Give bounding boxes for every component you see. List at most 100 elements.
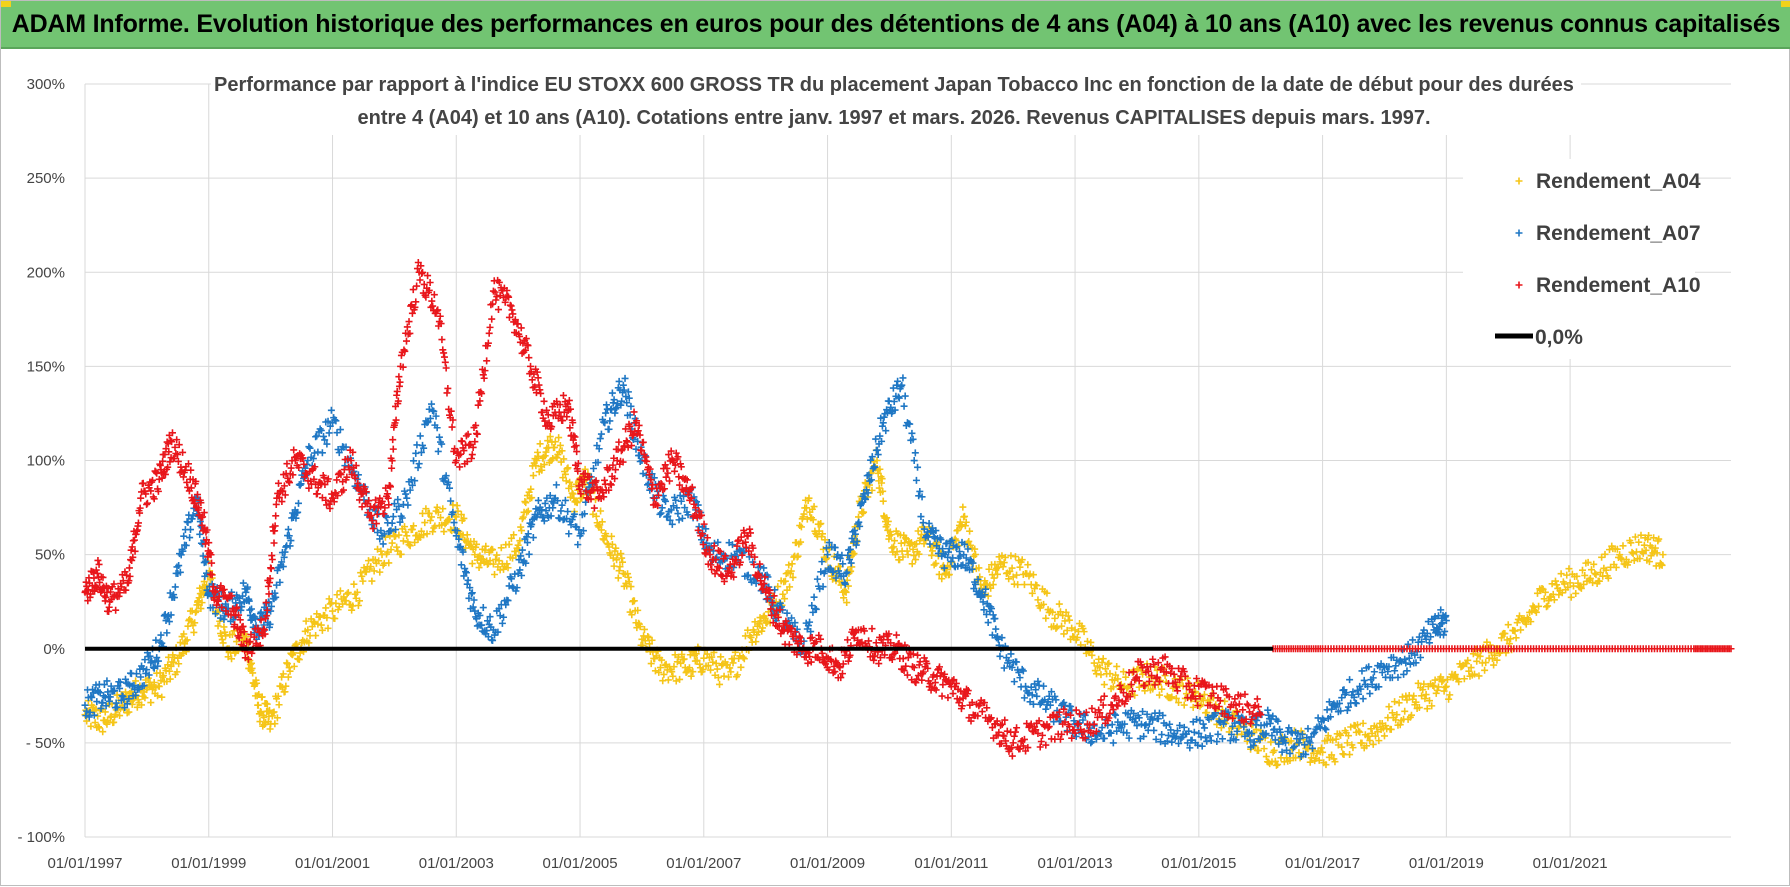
data-point <box>100 681 108 689</box>
data-point <box>150 678 158 686</box>
data-point <box>1109 683 1117 691</box>
data-points <box>81 259 1735 769</box>
data-point <box>483 357 491 365</box>
data-point <box>1040 682 1048 690</box>
data-point <box>161 450 169 458</box>
data-point <box>594 458 602 466</box>
data-point <box>1577 584 1585 592</box>
data-point <box>142 490 150 498</box>
data-point <box>608 389 616 397</box>
data-point <box>1375 683 1383 691</box>
data-point <box>219 639 227 647</box>
data-point <box>1637 531 1645 539</box>
data-point <box>274 692 282 700</box>
data-point <box>317 426 325 434</box>
data-point <box>1168 693 1176 701</box>
data-point <box>1401 655 1409 663</box>
data-point <box>320 474 328 482</box>
data-point <box>1003 727 1011 735</box>
data-point <box>272 593 280 601</box>
data-point <box>985 565 993 573</box>
data-point <box>1595 577 1603 585</box>
data-point <box>678 514 686 522</box>
data-point <box>633 624 641 632</box>
data-point <box>671 467 679 475</box>
data-point <box>401 523 409 531</box>
data-point <box>527 485 535 493</box>
data-point <box>408 481 416 489</box>
data-point <box>397 550 405 558</box>
data-point <box>969 559 977 567</box>
data-point <box>1182 690 1190 698</box>
data-point <box>788 560 796 568</box>
data-point <box>900 402 908 410</box>
data-point <box>1391 698 1399 706</box>
data-point <box>203 569 211 577</box>
data-point <box>414 464 422 472</box>
data-point <box>154 487 162 495</box>
data-point <box>1164 731 1172 739</box>
data-point <box>1158 731 1166 739</box>
data-point <box>1122 673 1130 681</box>
data-point <box>1319 748 1327 756</box>
data-point <box>736 652 744 660</box>
data-point <box>776 599 784 607</box>
data-point <box>1267 738 1275 746</box>
data-point <box>1642 546 1650 554</box>
data-point <box>271 720 279 728</box>
data-point <box>561 470 569 478</box>
data-point <box>95 560 103 568</box>
data-point <box>1446 691 1454 699</box>
banner-corner-right <box>1781 1 1790 7</box>
data-point <box>540 517 548 525</box>
legend-label: Rendement_A10 <box>1536 274 1701 297</box>
data-point <box>619 558 627 566</box>
data-point <box>978 708 986 716</box>
data-point <box>132 677 140 685</box>
data-point <box>839 560 847 568</box>
data-point <box>309 618 317 626</box>
data-point <box>1328 705 1336 713</box>
data-point <box>558 447 566 455</box>
x-tick-label: 01/01/2011 <box>914 855 988 872</box>
data-point <box>285 479 293 487</box>
data-point <box>191 499 199 507</box>
data-point <box>945 545 953 553</box>
data-point <box>816 520 824 528</box>
data-point <box>246 660 254 668</box>
data-point <box>1262 730 1270 738</box>
legend-item: Rendement_A07 <box>1515 222 1701 245</box>
data-point <box>192 607 200 615</box>
data-point <box>179 473 187 481</box>
data-point <box>1275 740 1283 748</box>
data-point <box>1008 564 1016 572</box>
data-point <box>365 557 373 565</box>
data-point <box>426 516 434 524</box>
data-point <box>1112 671 1120 679</box>
data-point <box>1416 653 1424 661</box>
data-point <box>388 539 396 547</box>
data-point <box>626 411 634 419</box>
data-point <box>266 620 274 628</box>
data-point <box>1535 602 1543 610</box>
data-point <box>1013 571 1021 579</box>
data-point <box>1337 707 1345 715</box>
data-point <box>1178 733 1186 741</box>
legend: Rendement_A04Rendement_A07Rendement_A100… <box>1463 159 1701 359</box>
data-point <box>392 532 400 540</box>
data-point <box>709 658 717 666</box>
data-point <box>611 409 619 417</box>
data-point <box>901 534 909 542</box>
data-point <box>1250 738 1258 746</box>
data-point <box>912 476 920 484</box>
data-point <box>430 407 438 415</box>
data-point <box>1566 579 1574 587</box>
data-point <box>421 519 429 527</box>
data-point <box>412 449 420 457</box>
data-point <box>517 523 525 531</box>
data-point <box>1455 678 1463 686</box>
data-point <box>624 388 632 396</box>
data-point <box>1370 668 1378 676</box>
data-point <box>184 518 192 526</box>
data-point <box>665 477 673 485</box>
